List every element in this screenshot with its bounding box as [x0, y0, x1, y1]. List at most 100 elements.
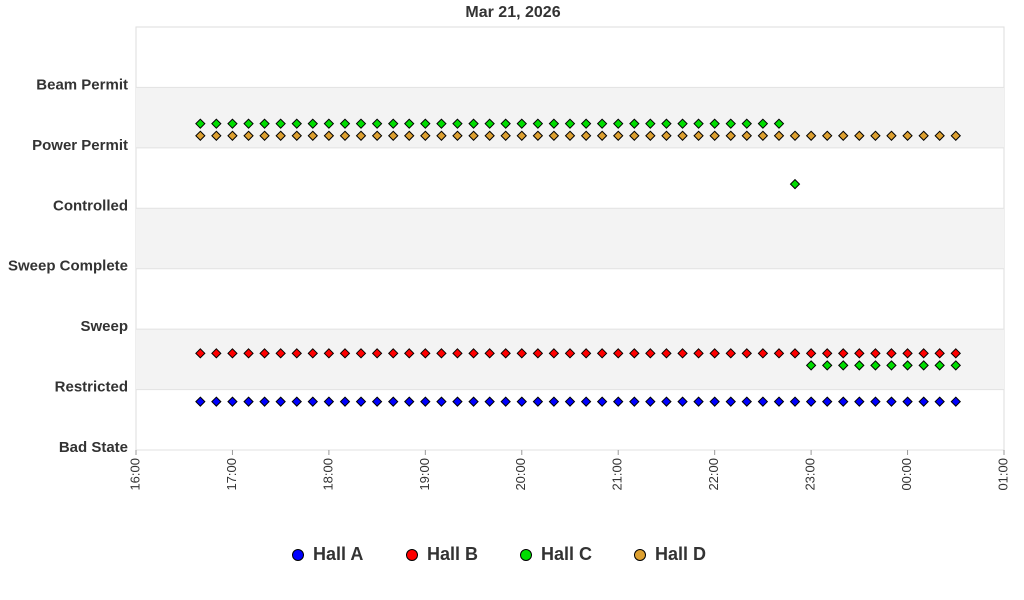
point	[227, 396, 238, 407]
grid-band	[136, 208, 1004, 269]
point	[339, 130, 351, 141]
point	[854, 348, 865, 359]
x-tick-label: 00:00	[899, 458, 914, 491]
y-tick-label: Controlled	[53, 197, 128, 214]
point	[323, 348, 335, 359]
point	[645, 348, 656, 359]
point	[339, 118, 351, 129]
point	[950, 130, 961, 141]
point	[645, 396, 656, 407]
point	[596, 348, 608, 359]
point	[886, 130, 897, 141]
point	[452, 130, 463, 141]
point	[195, 118, 206, 129]
point	[500, 348, 511, 359]
point	[307, 396, 318, 407]
point	[452, 396, 463, 407]
point	[580, 396, 592, 407]
point	[275, 130, 286, 141]
point	[854, 130, 865, 141]
point	[709, 396, 720, 407]
point	[677, 118, 688, 129]
grid-band	[136, 329, 1004, 390]
point	[227, 130, 238, 141]
point	[629, 348, 640, 359]
point	[243, 118, 254, 129]
x-tick-label: 01:00	[995, 458, 1010, 491]
point	[532, 118, 544, 129]
point	[580, 118, 592, 129]
point	[211, 348, 222, 359]
point	[404, 396, 415, 407]
point	[420, 396, 431, 407]
point	[661, 130, 672, 141]
point	[934, 396, 945, 407]
point	[950, 396, 961, 407]
legend-label: Hall B	[427, 544, 478, 564]
x-tick-label: 17:00	[224, 458, 239, 491]
point	[291, 348, 302, 359]
x-tick-label: 16:00	[127, 458, 142, 491]
point	[677, 348, 688, 359]
point	[773, 118, 785, 129]
point	[918, 396, 929, 407]
point	[452, 118, 463, 129]
point	[548, 118, 560, 129]
y-tick-label: Beam Permit	[36, 76, 128, 93]
point	[548, 396, 560, 407]
chart-title: Mar 21, 2026	[465, 4, 560, 21]
point	[564, 118, 576, 129]
point	[452, 348, 463, 359]
point	[934, 360, 945, 371]
point	[211, 396, 222, 407]
point	[484, 118, 495, 129]
point	[468, 130, 479, 141]
point	[918, 360, 929, 371]
point	[886, 348, 897, 359]
point	[613, 118, 624, 129]
point	[918, 348, 929, 359]
point	[516, 348, 527, 359]
point	[307, 348, 318, 359]
point	[934, 348, 945, 359]
point	[436, 118, 447, 129]
point	[661, 348, 672, 359]
point	[773, 130, 785, 141]
point	[645, 130, 656, 141]
point	[516, 130, 527, 141]
point	[902, 396, 913, 407]
point	[596, 118, 608, 129]
point	[195, 348, 206, 359]
legend-swatch	[406, 549, 418, 561]
point	[355, 396, 367, 407]
point	[870, 396, 881, 407]
x-tick-label: 19:00	[417, 458, 432, 491]
point	[693, 130, 704, 141]
point	[580, 130, 592, 141]
point	[420, 348, 431, 359]
point	[371, 130, 383, 141]
point	[436, 348, 447, 359]
point	[339, 348, 351, 359]
point	[564, 130, 576, 141]
point	[757, 348, 769, 359]
point	[564, 396, 576, 407]
y-tick-label: Restricted	[55, 379, 128, 396]
point	[805, 360, 817, 371]
point	[484, 396, 495, 407]
point	[757, 396, 769, 407]
point	[468, 396, 479, 407]
legend-label: Hall C	[541, 544, 592, 564]
point	[500, 118, 511, 129]
point	[741, 130, 752, 141]
point	[854, 360, 865, 371]
point	[789, 130, 801, 141]
point	[661, 396, 672, 407]
point	[838, 348, 849, 359]
point	[934, 130, 945, 141]
point	[693, 396, 704, 407]
point	[291, 118, 302, 129]
point	[741, 396, 752, 407]
point	[404, 118, 415, 129]
point	[259, 130, 270, 141]
